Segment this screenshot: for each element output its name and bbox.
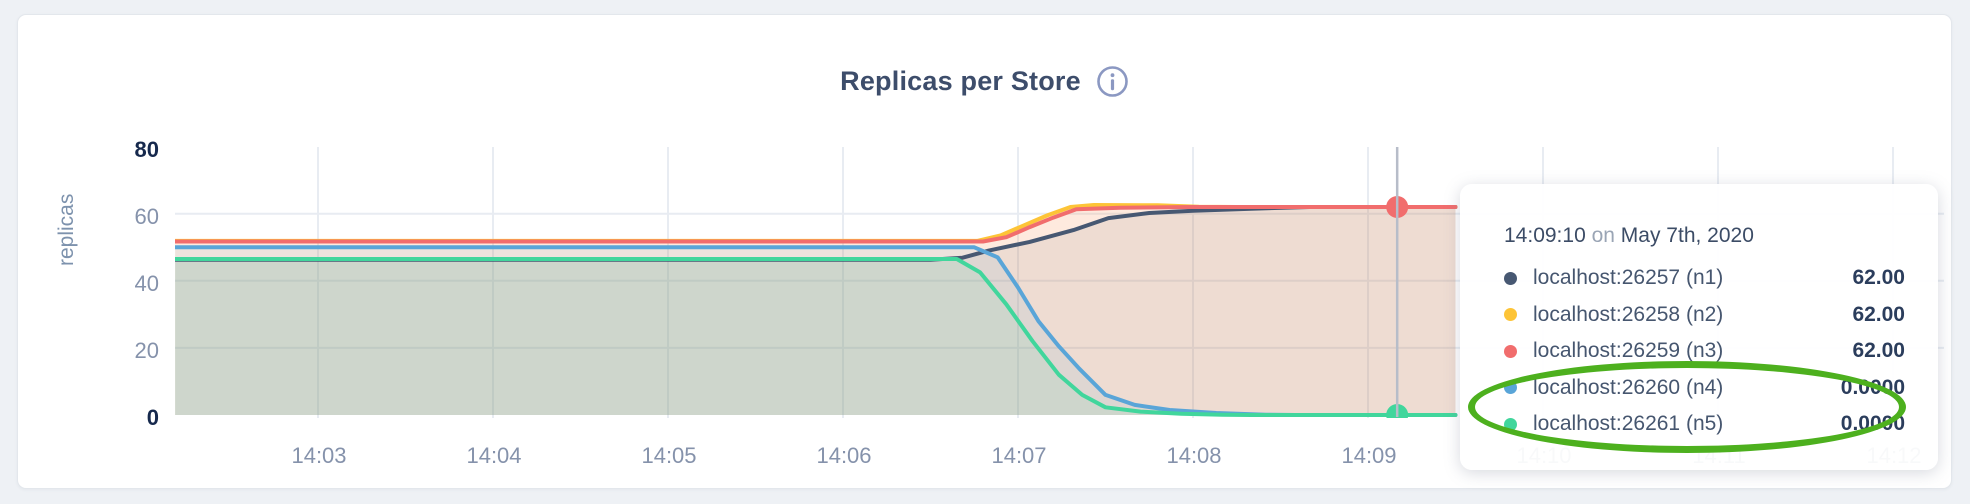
chart-header: Replicas per Store (18, 65, 1951, 98)
y-tick-label: 80 (134, 137, 159, 162)
info-icon[interactable] (1096, 65, 1129, 98)
y-tick-label: 40 (134, 271, 159, 296)
tooltip-series-label: localhost:26259 (n3) (1533, 339, 1724, 363)
series-area (175, 207, 1456, 415)
tooltip-series-value: 62.00 (1852, 302, 1905, 326)
series-color-dot (1504, 344, 1517, 358)
hover-tooltip: 14:09:10 on May 7th, 2020 localhost:2625… (1460, 184, 1938, 470)
chart-title: Replicas per Store (840, 66, 1081, 96)
tooltip-row: localhost:26261 (n5) 0.0000 (1504, 406, 1905, 443)
tooltip-series-value: 62.00 (1852, 266, 1905, 290)
tooltip-series-label: localhost:26261 (n5) (1533, 412, 1724, 436)
tooltip-time: 14:09:10 (1504, 224, 1586, 247)
tooltip-series-label: localhost:26258 (n2) (1533, 302, 1724, 326)
tooltip-series-value: 0.0000 (1840, 412, 1905, 436)
x-tick-label: 14:08 (1166, 443, 1222, 468)
x-tick-label: 14:09 (1341, 443, 1397, 468)
tooltip-on-word: on (1591, 224, 1615, 247)
y-tick-label: 20 (134, 338, 159, 363)
series-line (175, 257, 1458, 417)
tooltip-rows: localhost:26257 (n1) 62.00 localhost:26258… (1504, 260, 1905, 443)
tooltip-series-label: localhost:26257 (n1) (1533, 266, 1724, 290)
tooltip-row: localhost:26258 (n2) 62.00 (1504, 297, 1905, 334)
series-color-dot (1504, 381, 1517, 395)
x-tick-label: 14:05 (641, 443, 697, 468)
x-tick-label: 14:04 (466, 443, 522, 468)
tooltip-series-label: localhost:26260 (n4) (1533, 375, 1724, 399)
series-color-dot (1504, 308, 1517, 322)
tooltip-row: localhost:26259 (n3) 62.00 (1504, 333, 1905, 370)
y-tick-label: 60 (134, 204, 159, 229)
series-area (175, 259, 1456, 415)
x-tick-label: 14:07 (991, 443, 1047, 468)
series-color-dot (1504, 417, 1517, 431)
tooltip-series-value: 62.00 (1852, 339, 1905, 363)
series-color-dot (1504, 271, 1517, 285)
tooltip-row: localhost:26257 (n1) 62.00 (1504, 260, 1905, 297)
tooltip-date: May 7th, 2020 (1620, 224, 1754, 247)
tooltip-timestamp: 14:09:10 on May 7th, 2020 (1504, 224, 1905, 248)
tooltip-series-value: 0.0000 (1840, 375, 1905, 399)
x-tick-label: 14:06 (816, 443, 872, 468)
series-line (175, 205, 1458, 244)
series-area (175, 247, 1456, 415)
tooltip-row: localhost:26260 (n4) 0.0000 (1504, 370, 1905, 407)
y-tick-label: 0 (146, 405, 159, 430)
x-tick-label: 14:03 (291, 443, 347, 468)
